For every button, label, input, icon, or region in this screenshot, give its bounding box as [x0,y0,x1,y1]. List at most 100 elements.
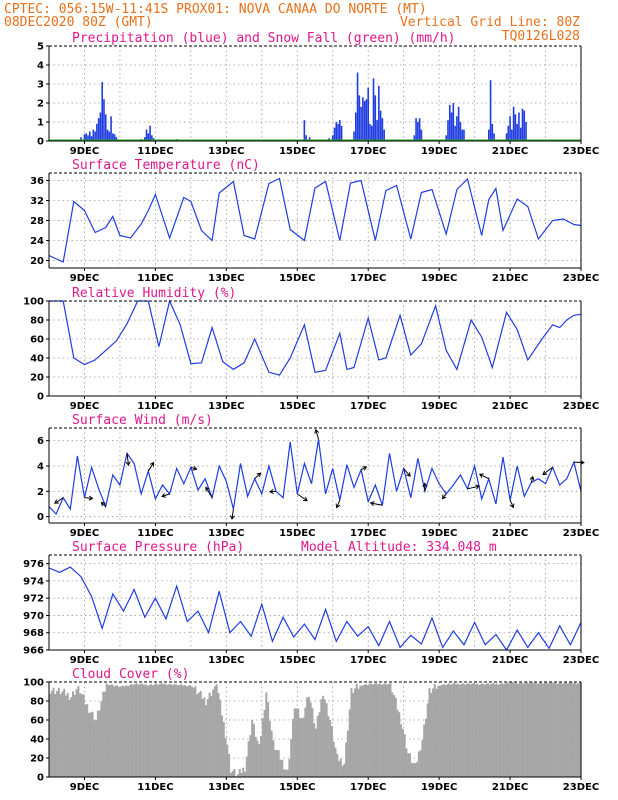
cloud-bar [556,683,559,777]
cloud-bar [442,684,445,777]
cloud-bar [371,684,374,777]
cloud-bar [229,772,232,777]
cloud-bar [222,722,225,777]
cloud-bar [476,683,479,777]
cloud-bar [465,683,468,777]
temperature-title: Surface Temperature (nC) [72,158,260,173]
temperature-panel: 20 24 28 32 36 9DEC 11DEC 13DEC 15DEC 17DEC 19DEC 2… [30,158,599,284]
cloud-bar [511,682,514,777]
cloud-bar [487,683,489,777]
cloud-bar [579,682,582,777]
cloud-bar [446,684,449,777]
cloud-bar [254,736,257,777]
precip-bar [360,106,362,141]
cloud-bar [291,718,294,777]
precip-bar [505,133,508,141]
cloud-bar [54,693,57,777]
precip-bar [151,135,153,141]
wind-arrow [467,484,481,490]
cloud-bar [387,683,390,777]
precip-bar [340,125,343,141]
pressure-title: Surface Pressure (hPa) [72,540,244,555]
cloud-bar [545,682,548,777]
y-tick-label: 0 [37,392,44,403]
cloud-bar [169,683,172,777]
precip-bar [507,125,510,141]
cloud-bar [137,684,140,777]
cloud-bar [380,684,383,777]
cloud-bar [213,686,216,777]
x-tick-label: 21DEC [492,782,528,793]
cloud-bar [518,683,521,777]
x-tick-label: 9DEC [70,273,99,284]
cloud-bar [142,684,145,777]
cloud-bar [570,682,573,777]
cloud-bar [197,692,200,777]
cloud-bar [566,683,569,777]
cloud-bar [522,683,525,777]
cloud-bar [88,712,90,777]
cloud-bar [357,688,360,777]
cloud-bar [190,686,193,777]
precip-bar [362,97,364,141]
cloud-bar [171,685,174,777]
cloud-bar [373,683,376,777]
cloud-bar [267,701,270,777]
cloud-bar [407,753,410,777]
cloud-bar [572,683,575,777]
cloud-bar [96,710,99,777]
cloud-bar [354,688,356,777]
cloud-bar [79,693,82,777]
cloud-bar [261,718,264,777]
cloud-bar [84,704,87,777]
precip-bar [149,125,151,141]
wind-arrow [360,466,368,471]
cloud-bar [277,750,280,777]
cloud-bar [368,684,371,777]
precip-bar [101,82,103,141]
cloud-bar [217,693,220,777]
cloud-bar [573,682,576,777]
header-model-code: TQ0126L028 [502,29,580,44]
precip-bar [516,123,518,141]
cloud-bar [334,747,337,777]
wind-arrow [205,486,213,498]
cloud-bar [378,683,381,777]
cloud-bar [577,683,580,777]
cloud-bar [329,720,332,777]
precip-bar [97,118,100,141]
cloud-bar [430,692,433,777]
cloud-bar [123,686,126,777]
y-tick-label: 60 [30,335,44,346]
cloud-bar [488,684,491,777]
wind-arrow [335,500,341,509]
x-tick-label: 19DEC [421,528,457,539]
cloud-bar [244,771,247,777]
cloud-bar [91,711,94,777]
precip-bar [333,127,336,141]
cloud-bar [541,683,544,777]
cloud-bar [89,712,92,777]
wind-arrow [441,493,447,500]
cloud-bar [377,684,380,777]
precip-bar [521,108,524,141]
precip-bar [353,131,355,141]
precip-bar [356,72,359,141]
cloud-bar [469,684,472,777]
cloud-bar [416,762,419,777]
cloud-bar [391,692,394,777]
precip-bar [457,106,460,141]
cloud-bar [463,684,466,777]
precip-bar [376,120,378,141]
cloud-bar [56,690,59,777]
precip-bar [519,127,522,141]
cloud-bar [369,683,372,777]
cloud-bar [73,694,76,777]
precip-bar [378,85,380,141]
cloud-bar [306,697,309,777]
cloud-bar [75,689,78,777]
cloud-bar [284,769,287,777]
precip-bar [305,135,307,141]
cloud-bar [311,708,314,777]
cloud-bar [315,728,317,777]
